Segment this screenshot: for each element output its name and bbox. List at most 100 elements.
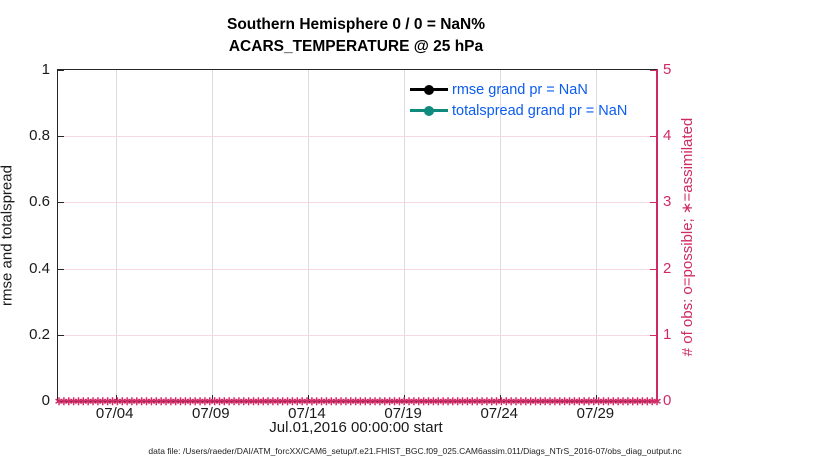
assimilated-obs-marker: ∗ bbox=[637, 394, 648, 408]
y-gridline bbox=[58, 334, 656, 336]
assimilated-obs-marker: ∗ bbox=[316, 394, 327, 408]
assimilated-obs-marker: ∗ bbox=[112, 394, 123, 408]
assimilated-obs-marker: ∗ bbox=[311, 394, 322, 408]
assimilated-obs-marker: ∗ bbox=[238, 394, 249, 408]
assimilated-obs-marker: ∗ bbox=[190, 394, 201, 408]
assimilated-obs-marker: ∗ bbox=[389, 394, 400, 408]
x-tick-mark bbox=[211, 395, 213, 401]
right-y-tick-mark bbox=[650, 401, 656, 402]
assimilated-obs-marker: ∗ bbox=[267, 394, 278, 408]
assimilated-obs-marker: ∗ bbox=[68, 394, 79, 408]
plot-area: ∗ ∗ ∗ ∗ ∗ ∗ ∗ ∗ ∗ ∗ ∗ ∗ ∗ ∗ ∗ ∗ ∗ ∗ ∗ ∗ ∗ ∗ ∗ ∗ ∗ ∗ ∗ ∗ ∗ ∗ ∗ ∗ ∗ ∗ ∗ ∗ ∗ ∗ ∗ ∗… bbox=[54, 69, 662, 407]
data-file-path: data file: /Users/raeder/DAI/ATM_forcXX/… bbox=[148, 446, 682, 456]
assimilated-obs-marker: ∗ bbox=[180, 394, 191, 408]
right-y-tick-mark bbox=[650, 268, 656, 270]
rmse-marker-dot bbox=[424, 84, 434, 95]
assimilated-obs-marker: ∗ bbox=[467, 394, 478, 408]
x-tick-label: 07/14 bbox=[288, 405, 326, 422]
assimilated-obs-marker: ∗ bbox=[253, 394, 264, 408]
assimilated-obs-marker: ∗ bbox=[370, 394, 381, 408]
x-tick-label: 07/19 bbox=[384, 405, 422, 422]
assimilated-obs-marker: ∗ bbox=[481, 394, 492, 408]
assimilated-obs-marker: ∗ bbox=[73, 394, 84, 408]
assimilated-obs-marker: ∗ bbox=[496, 394, 507, 408]
assimilated-obs-marker: ∗ bbox=[647, 394, 658, 408]
assimilated-obs-marker: ∗ bbox=[574, 394, 585, 408]
assimilated-obs-marker: ∗ bbox=[233, 394, 244, 408]
assimilated-obs-marker: ∗ bbox=[345, 394, 356, 408]
right-y-tick-label: 2 bbox=[663, 259, 672, 277]
assimilated-obs-marker: ∗ bbox=[272, 394, 283, 408]
left-y-tick-label: 0 bbox=[41, 392, 50, 409]
assimilated-obs-marker: ∗ bbox=[520, 394, 531, 408]
assimilated-obs-marker: ∗ bbox=[88, 394, 99, 408]
assimilated-obs-marker: ∗ bbox=[58, 394, 69, 408]
assimilated-obs-marker: ∗ bbox=[277, 394, 288, 408]
assimilated-obs-marker: ∗ bbox=[258, 394, 269, 408]
chart-subtitle: ACARS_TEMPERATURE @ 25 hPa bbox=[228, 38, 484, 55]
assimilated-obs-marker: ∗ bbox=[511, 394, 522, 408]
assimilated-obs-marker: ∗ bbox=[506, 394, 517, 408]
assimilated-obs-marker: ∗ bbox=[486, 394, 497, 408]
assimilated-obs-marker: ∗ bbox=[583, 394, 594, 408]
assimilated-obs-marker: ∗ bbox=[243, 394, 254, 408]
assimilated-obs-marker: ∗ bbox=[219, 394, 230, 408]
assimilated-obs-marker: ∗ bbox=[540, 394, 551, 408]
assimilated-obs-marker: ∗ bbox=[117, 394, 128, 408]
y-gridline bbox=[58, 136, 656, 138]
assimilated-obs-marker: ∗ bbox=[652, 394, 663, 408]
assimilated-obs-marker: ∗ bbox=[608, 394, 619, 408]
x-tick-label: 07/24 bbox=[480, 405, 519, 422]
assimilated-obs-marker: ∗ bbox=[569, 394, 580, 408]
x-tick-label: 07/29 bbox=[576, 405, 615, 422]
assimilated-obs-marker: ∗ bbox=[462, 394, 473, 408]
assimilated-obs-marker: ∗ bbox=[613, 394, 624, 408]
assimilated-obs-marker: ∗ bbox=[447, 394, 458, 408]
assimilated-obs-marker: ∗ bbox=[54, 394, 65, 408]
legend-row-totalspread: totalspread grand pr = NaN bbox=[410, 100, 627, 121]
assimilated-obs-marker: ∗ bbox=[472, 394, 483, 408]
x-gridline bbox=[211, 70, 213, 401]
assimilated-obs-marker: ∗ bbox=[627, 394, 638, 408]
assimilated-obs-marker: ∗ bbox=[306, 394, 317, 408]
assimilated-obs-marker: ∗ bbox=[297, 394, 308, 408]
right-y-tick-mark bbox=[650, 334, 656, 336]
x-tick-label: 07/09 bbox=[192, 405, 230, 422]
right-y-tick-label: 4 bbox=[663, 127, 672, 145]
assimilated-obs-marker: ∗ bbox=[301, 394, 312, 408]
assimilated-obs-marker: ∗ bbox=[404, 394, 415, 408]
assimilated-obs-marker: ∗ bbox=[622, 394, 633, 408]
assimilated-obs-marker: ∗ bbox=[457, 394, 468, 408]
x-tick-mark bbox=[404, 395, 406, 401]
left-y-tick-label: 0.4 bbox=[29, 259, 50, 277]
assimilated-obs-marker: ∗ bbox=[394, 394, 405, 408]
right-y-tick-mark bbox=[650, 202, 656, 204]
assimilated-obs-marker: ∗ bbox=[350, 394, 361, 408]
assimilated-obs-marker: ∗ bbox=[545, 394, 556, 408]
left-y-axis-title: rmse and totalspread bbox=[0, 165, 16, 306]
right-y-axis-title: # of obs: o=possible; ∗=assimilated bbox=[679, 117, 696, 357]
rmse-line-sample bbox=[410, 84, 448, 95]
assimilated-obs-marker: ∗ bbox=[335, 394, 347, 408]
right-y-tick-mark bbox=[650, 136, 656, 138]
assimilated-obs-marker: ∗ bbox=[549, 394, 560, 408]
assimilated-obs-marker: ∗ bbox=[151, 394, 162, 408]
assimilated-obs-marker: ∗ bbox=[287, 394, 298, 408]
assimilated-obs-marker: ∗ bbox=[209, 394, 220, 408]
left-y-tick-mark bbox=[58, 334, 64, 336]
assimilated-obs-marker: ∗ bbox=[501, 394, 512, 408]
legend-label-rmse: rmse grand pr = NaN bbox=[452, 81, 588, 98]
left-y-tick-label: 1 bbox=[41, 61, 50, 78]
x-tick-mark bbox=[500, 395, 502, 401]
assimilated-obs-marker: ∗ bbox=[185, 394, 196, 408]
assimilated-obs-marker: ∗ bbox=[292, 394, 303, 408]
left-y-tick-mark bbox=[58, 202, 64, 204]
right-y-tick-label: 0 bbox=[663, 392, 672, 409]
assimilated-obs-marker: ∗ bbox=[92, 394, 103, 408]
y-gridline bbox=[58, 202, 656, 204]
assimilated-obs-marker: ∗ bbox=[632, 394, 643, 408]
assimilated-obs-marker: ∗ bbox=[428, 394, 439, 408]
right-y-tick-label: 5 bbox=[663, 61, 672, 78]
assimilated-obs-marker: ∗ bbox=[146, 394, 157, 408]
assimilated-obs-marker: ∗ bbox=[360, 394, 371, 408]
